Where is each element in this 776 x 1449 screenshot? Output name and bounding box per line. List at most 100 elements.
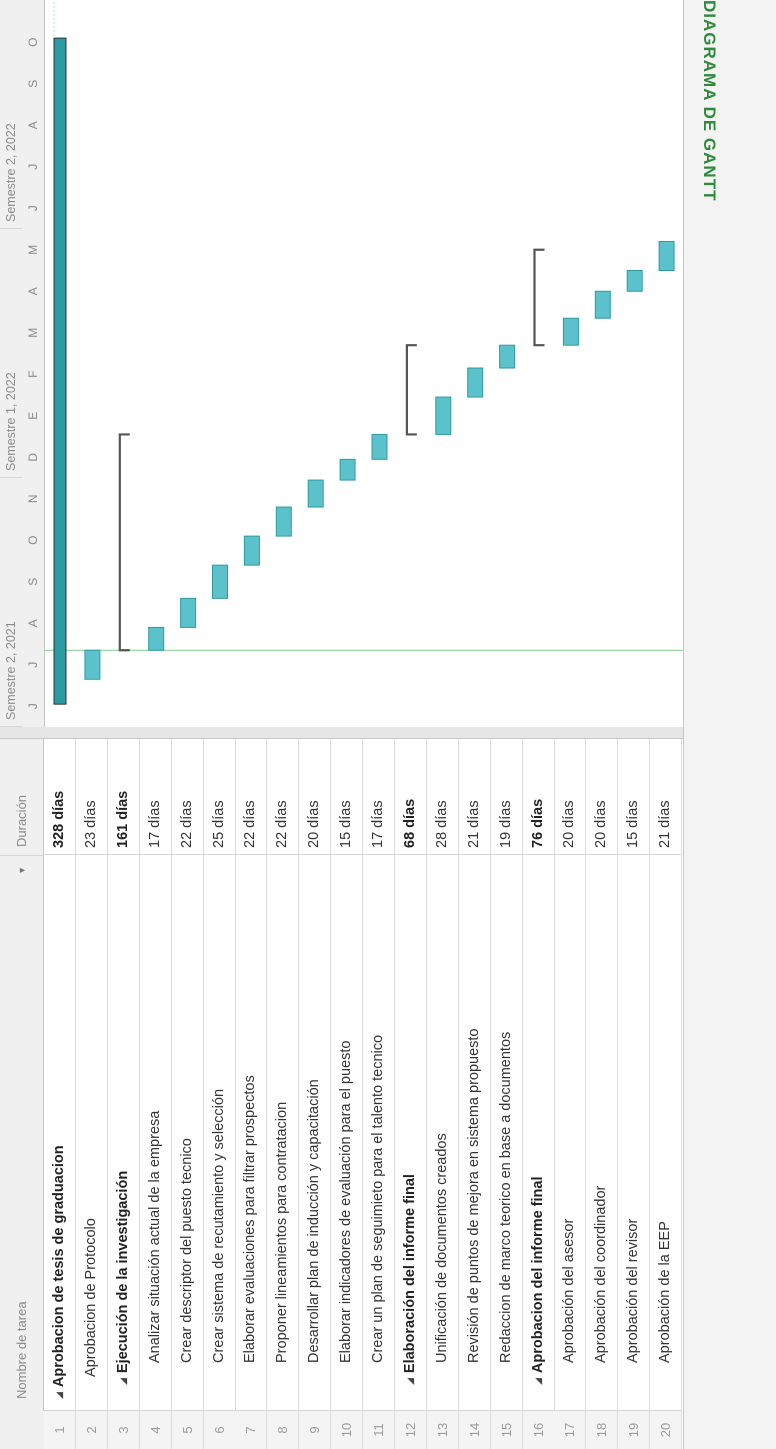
table-row[interactable]: 7 Elaborar evaluaciones para filtrar pros… (235, 739, 268, 1449)
table-row[interactable]: 10 Elaborar indicadores de evaluación par… (331, 739, 364, 1449)
row-id-cell[interactable]: 9 (299, 1410, 331, 1449)
collapse-triangle-icon[interactable]: ◢ (404, 1378, 415, 1385)
task-duration-cell[interactable]: 19 días (490, 739, 522, 855)
table-row[interactable]: 14 Revisión de puntos de mejora en sistem… (458, 739, 491, 1449)
project-summary-bar (53, 37, 67, 705)
task-duration-cell[interactable]: 161 días (107, 739, 139, 855)
row-id-cell[interactable]: 6 (203, 1410, 235, 1449)
task-duration-cell[interactable]: 25 días (203, 739, 235, 855)
task-name-cell[interactable]: Proponer lineamientos para contratacion (267, 1102, 298, 1363)
task-name-cell[interactable]: Unificación de documentos creados (427, 1133, 458, 1363)
row-id-cell[interactable]: 4 (139, 1410, 171, 1449)
task-duration-cell[interactable]: 22 días (171, 739, 203, 855)
task-duration-cell[interactable]: 17 días (139, 739, 171, 855)
task-name-cell[interactable]: Crear un plan de seguimieto para el tale… (363, 1035, 394, 1363)
task-duration-cell[interactable]: 20 días (299, 739, 331, 855)
task-bar (371, 433, 388, 460)
task-duration-cell[interactable]: 20 días (554, 739, 586, 855)
task-duration-cell[interactable]: 15 días (331, 739, 363, 855)
row-id-cell[interactable]: 5 (171, 1410, 203, 1449)
table-row[interactable]: 5 Crear descriptor del puesto tecnico 22 d… (171, 739, 204, 1449)
task-name-cell[interactable]: Aprobación del revisor (618, 1219, 649, 1363)
collapse-triangle-icon[interactable]: ◢ (532, 1378, 543, 1385)
task-duration-cell[interactable]: 21 días (650, 739, 682, 855)
task-name-label: Aprobación del coordinador (593, 1185, 610, 1363)
task-name-cell[interactable]: Aprobación del coordinador (586, 1186, 617, 1363)
table-row[interactable]: 9 Desarrollar plan de inducción y capacit… (299, 739, 332, 1449)
view-bar[interactable]: DIAGRAMA DE GANTT (683, 0, 776, 1449)
task-name-cell[interactable]: Elaborar indicadores de evaluación para … (331, 1041, 362, 1363)
table-row[interactable]: 11 Crear un plan de seguimieto para el ta… (363, 739, 395, 1449)
task-duration-cell[interactable]: 20 días (586, 739, 618, 855)
row-id-cell[interactable]: 13 (426, 1410, 458, 1449)
task-duration-cell[interactable]: 15 días (618, 739, 650, 855)
row-id-cell[interactable]: 11 (363, 1410, 394, 1449)
task-bar (499, 344, 516, 369)
table-row[interactable]: 8 Proponer lineamientos para contratacion… (267, 739, 300, 1449)
task-duration-cell[interactable]: 28 días (426, 739, 458, 855)
table-corner-cell[interactable] (0, 1410, 45, 1449)
task-duration-cell[interactable]: 17 días (363, 739, 394, 855)
table-row[interactable]: 6 Crear sistema de recutamiento y selecci… (203, 739, 236, 1449)
table-row[interactable]: 18 Aprobación del coordinador 20 días (586, 739, 619, 1449)
task-name-cell[interactable]: Aprobacion de Protocolo (76, 1218, 107, 1377)
table-row[interactable]: 17 Aprobación del asesor 20 días (554, 739, 587, 1449)
table-row[interactable]: 3 ◢ Ejecución de la investigación 161 días (107, 739, 140, 1449)
row-id-cell[interactable]: 12 (394, 1410, 426, 1449)
task-name-cell[interactable]: ◢ Aprobacion de tesis de graduacion (44, 1145, 75, 1399)
column-filter-chevron-down-icon[interactable]: ▼ (17, 866, 27, 875)
task-duration-cell[interactable]: 328 días (44, 739, 75, 855)
row-id-cell[interactable]: 20 (650, 1410, 682, 1449)
row-id-cell[interactable]: 2 (75, 1410, 107, 1449)
task-duration-cell[interactable]: 76 días (522, 739, 554, 855)
column-header-task-name[interactable]: Nombre de tarea ▼ (0, 855, 44, 1411)
task-duration-cell[interactable]: 22 días (267, 739, 299, 855)
table-row[interactable]: 12 ◢ Elaboración del informe final 68 días (394, 739, 427, 1449)
task-bar (658, 240, 675, 271)
row-id-cell[interactable]: 8 (267, 1410, 299, 1449)
table-row[interactable]: 1 ◢ Aprobacion de tesis de graduacion 328 d… (44, 739, 76, 1449)
task-name-cell[interactable]: Analizar situación actual de la empresa (140, 1111, 171, 1363)
task-name-cell[interactable]: ◢ Aprobacion del informe final (523, 1177, 554, 1386)
task-name-cell[interactable]: ◢ Ejecución de la investigación (108, 1171, 139, 1385)
row-id-cell[interactable]: 1 (44, 1410, 75, 1449)
view-splitter[interactable] (0, 725, 683, 739)
table-row[interactable]: 19 Aprobación del revisor 15 días (618, 739, 651, 1449)
task-duration-cell[interactable]: 21 días (458, 739, 490, 855)
table-row[interactable]: 16 ◢ Aprobacion del informe final 76 días (522, 739, 555, 1449)
task-name-label: Crear descriptor del puesto tecnico (178, 1138, 195, 1363)
row-id-cell[interactable]: 14 (458, 1410, 490, 1449)
task-name-cell[interactable]: Crear sistema de recutamiento y selecció… (204, 1089, 235, 1363)
task-name-cell[interactable]: Elaborar evaluaciones para filtrar prosp… (235, 1075, 266, 1363)
task-name-cell[interactable]: Revisión de puntos de mejora en sistema … (459, 1029, 490, 1364)
collapse-triangle-icon[interactable]: ◢ (117, 1378, 128, 1385)
row-id-cell[interactable]: 3 (107, 1410, 139, 1449)
row-id-cell[interactable]: 10 (331, 1410, 363, 1449)
table-row[interactable]: 13 Unificación de documentos creados 28 dí… (426, 739, 459, 1449)
column-header-duration[interactable]: Duración (0, 739, 44, 855)
task-bar (243, 535, 260, 566)
table-row[interactable]: 20 Aprobación de la EEP 21 días (650, 739, 683, 1449)
row-id-cell[interactable]: 7 (235, 1410, 267, 1449)
task-name-label: Aprobacion del informe final (529, 1176, 546, 1374)
table-row[interactable]: 15 Redaccion de marco teorico en base a d… (490, 739, 523, 1449)
task-duration-cell[interactable]: 22 días (235, 739, 267, 855)
row-id-cell[interactable]: 18 (586, 1410, 618, 1449)
task-name-cell[interactable]: Aprobación del asesor (554, 1219, 585, 1363)
row-id-cell[interactable]: 17 (554, 1410, 586, 1449)
row-id-cell[interactable]: 19 (618, 1410, 650, 1449)
row-id-cell[interactable]: 16 (522, 1410, 554, 1449)
collapse-triangle-icon[interactable]: ◢ (54, 1392, 64, 1399)
row-id-cell[interactable]: 15 (490, 1410, 522, 1449)
task-table: Nombre de tarea ▼ Duración 1 ◢ Aprobacion … (0, 739, 683, 1449)
task-duration-cell[interactable]: 68 días (394, 739, 426, 855)
task-name-cell[interactable]: Redaccion de marco teorico en base a doc… (491, 1032, 522, 1363)
table-row[interactable]: 2 Aprobacion de Protocolo 23 días (75, 739, 108, 1449)
table-row[interactable]: 4 Analizar situación actual de la empresa… (139, 739, 172, 1449)
task-name-cell[interactable]: ◢ Elaboración del informe final (395, 1174, 426, 1385)
task-name-cell[interactable]: Aprobación de la EEP (650, 1221, 681, 1363)
task-duration-cell[interactable]: 23 días (75, 739, 107, 855)
task-name-cell[interactable]: Desarrollar plan de inducción y capacita… (299, 1079, 330, 1363)
task-name-cell[interactable]: Crear descriptor del puesto tecnico (172, 1138, 203, 1363)
